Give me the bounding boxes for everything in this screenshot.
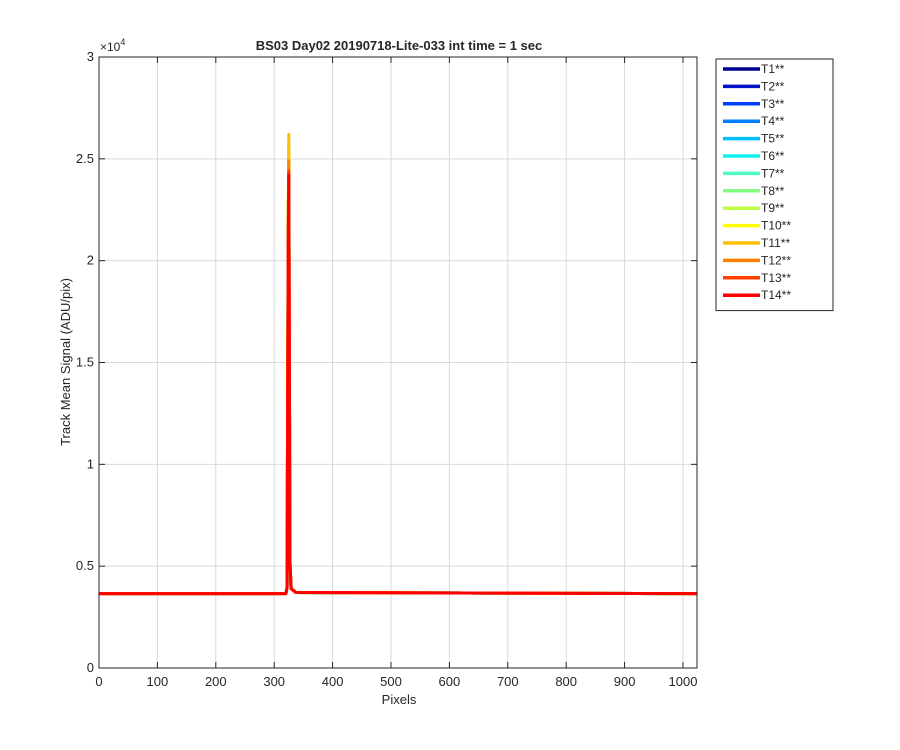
series-line-T14 bbox=[99, 173, 698, 596]
y-tick-label: 2 bbox=[87, 253, 94, 268]
legend-label: T3** bbox=[761, 97, 785, 111]
series-lines bbox=[99, 132, 698, 596]
x-tick-label: 200 bbox=[205, 674, 227, 689]
x-tick-label: 600 bbox=[439, 674, 461, 689]
x-tick-label: 700 bbox=[497, 674, 519, 689]
legend: T1** T2** T3** T4** T5** T6** T7** T8** T9** T10*… bbox=[715, 58, 834, 312]
y-tick-label: 0 bbox=[87, 660, 94, 675]
y-exponent-label: ×104 bbox=[100, 37, 125, 54]
y-exponent-power: 4 bbox=[120, 37, 125, 47]
x-tick-label: 100 bbox=[147, 674, 169, 689]
x-tick-label: 400 bbox=[322, 674, 344, 689]
legend-label: T10** bbox=[761, 219, 791, 233]
legend-label: T12** bbox=[761, 253, 791, 267]
axis-ticks: 0 100 200 300 400 500 600 700 800 900 1000 0 0.5 1 1.5… bbox=[76, 49, 698, 689]
x-axis-label: Pixels bbox=[382, 692, 417, 707]
x-tick-label: 900 bbox=[614, 674, 636, 689]
legend-label: T4** bbox=[761, 114, 785, 128]
legend-label: T11** bbox=[761, 236, 790, 250]
y-tick-label: 1 bbox=[87, 456, 94, 471]
x-tick-label: 1000 bbox=[669, 674, 698, 689]
chart-title: BS03 Day02 20190718-Lite-033 int time = … bbox=[256, 38, 543, 53]
legend-label: T2** bbox=[761, 79, 785, 93]
legend-label: T5** bbox=[761, 132, 785, 146]
grid-lines bbox=[99, 57, 697, 668]
y-exponent-base: ×10 bbox=[100, 40, 121, 54]
x-tick-label: 0 bbox=[95, 674, 102, 689]
legend-label: T1** bbox=[761, 62, 785, 76]
legend-label: T8** bbox=[761, 184, 785, 198]
x-tick-label: 800 bbox=[555, 674, 577, 689]
y-axis-label: Track Mean Signal (ADU/pix) bbox=[58, 278, 73, 446]
legend-label: T13** bbox=[761, 271, 791, 285]
y-tick-label: 3 bbox=[87, 49, 94, 64]
legend-box bbox=[715, 58, 834, 312]
y-tick-label: 0.5 bbox=[76, 558, 94, 573]
legend-label: T7** bbox=[761, 166, 785, 180]
svg-text:×104: ×104 bbox=[100, 37, 125, 54]
y-tick-label: 2.5 bbox=[76, 151, 94, 166]
legend-label: T6** bbox=[761, 149, 785, 163]
legend-label: T14** bbox=[761, 288, 791, 302]
legend-label: T9** bbox=[761, 201, 785, 215]
x-tick-label: 300 bbox=[263, 674, 285, 689]
y-tick-label: 1.5 bbox=[76, 355, 94, 370]
x-tick-label: 500 bbox=[380, 674, 402, 689]
